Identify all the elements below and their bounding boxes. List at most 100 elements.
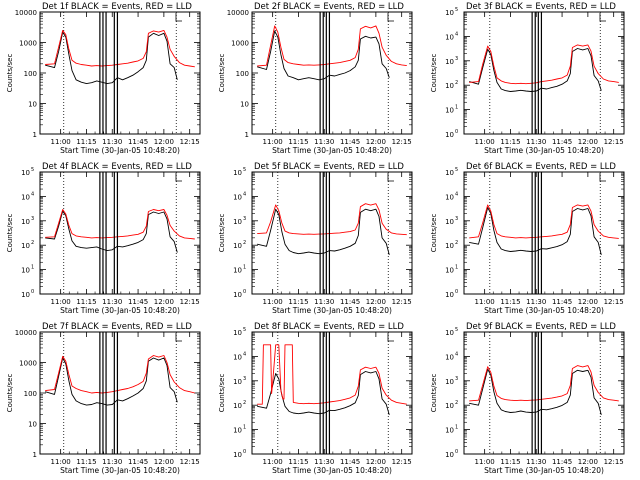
x-tick-label: 12:00 [578, 138, 598, 146]
panel-title: Det 1f BLACK = Events, RED = LLD [42, 2, 192, 12]
panel-title: Det 8f BLACK = Events, RED = LLD [254, 322, 404, 332]
y-tick-exponent: 5 [455, 167, 458, 173]
y-tick-exponent: 2 [455, 400, 458, 406]
y-tick-exponent: 5 [31, 167, 34, 173]
series-events [45, 357, 178, 406]
y-tick-exponent: 1 [455, 105, 458, 111]
y-tick-label: 10 [445, 451, 454, 459]
y-tick-label: 1 [245, 131, 249, 139]
y-tick-exponent: 2 [243, 240, 246, 246]
corner-bracket [387, 333, 394, 342]
x-axis-label: Start Time (30-Jan-05 10:48:20) [272, 466, 392, 475]
x-tick-label: 12:00 [154, 138, 174, 146]
y-axis-label: Counts/sec [430, 374, 438, 413]
x-tick-label: 12:15 [604, 298, 624, 306]
y-tick-label: 10 [445, 267, 454, 275]
panel-2: Det 2f BLACK = Events, RED = LLD 1 10 100 10… [218, 2, 413, 155]
x-tick-label: 11:00 [51, 458, 71, 466]
x-tick-label: 11:30 [314, 138, 334, 146]
x-tick-label: 11:00 [263, 298, 283, 306]
x-tick-label: 12:00 [154, 458, 174, 466]
y-tick-exponent: 2 [31, 240, 34, 246]
y-tick-label: 1 [33, 451, 37, 459]
y-tick-label: 10 [233, 402, 242, 410]
panel-1: Det 1f BLACK = Events, RED = LLD 1 10 100 10… [6, 2, 201, 155]
x-tick-label: 11:30 [314, 298, 334, 306]
series-lld [257, 344, 407, 405]
y-tick-label: 10 [233, 242, 242, 250]
plot-frame [251, 171, 413, 295]
y-tick-exponent: 5 [455, 327, 458, 333]
y-tick-label: 1 [33, 131, 37, 139]
panel-title: Det 6f BLACK = Events, RED = LLD [466, 162, 616, 172]
x-tick-label: 12:00 [366, 138, 386, 146]
corner-bracket [175, 173, 182, 182]
y-axis-label: Counts/sec [6, 54, 14, 93]
y-tick-exponent: 0 [243, 449, 246, 455]
y-tick-label: 100 [236, 70, 249, 78]
corner-bracket [599, 333, 606, 342]
corner-bracket [175, 333, 182, 342]
x-tick-label: 11:15 [76, 458, 96, 466]
x-tick-label: 12:15 [180, 298, 200, 306]
y-tick-label: 10 [445, 218, 454, 226]
y-tick-exponent: 2 [455, 80, 458, 86]
x-tick-label: 11:15 [500, 298, 520, 306]
series-lld [45, 209, 195, 240]
y-tick-label: 10 [233, 378, 242, 386]
x-axis-label: Start Time (30-Jan-05 10:48:20) [484, 466, 604, 475]
x-tick-label: 11:30 [314, 458, 334, 466]
y-tick-exponent: 2 [243, 400, 246, 406]
y-axis-label: Counts/sec [430, 54, 438, 93]
series-events [45, 31, 178, 85]
x-tick-label: 11:15 [76, 298, 96, 306]
series-lld [45, 355, 195, 394]
y-tick-exponent: 4 [455, 31, 458, 37]
x-tick-label: 12:15 [180, 458, 200, 466]
y-tick-exponent: 0 [31, 289, 34, 295]
x-tick-label: 11:00 [475, 138, 495, 146]
x-axis-label: Start Time (30-Jan-05 10:48:20) [484, 146, 604, 155]
plot-frame [39, 171, 201, 295]
y-tick-exponent: 1 [31, 265, 34, 271]
y-tick-label: 10 [445, 131, 454, 139]
y-tick-label: 10 [445, 107, 454, 115]
y-tick-exponent: 1 [243, 265, 246, 271]
y-tick-label: 10 [445, 193, 454, 201]
y-axis-label: Counts/sec [218, 54, 226, 93]
series-events [45, 210, 178, 253]
plot-frame [251, 11, 413, 135]
y-tick-label: 10 [21, 169, 30, 177]
x-tick-label: 12:15 [392, 458, 412, 466]
corner-bracket [175, 13, 182, 22]
y-tick-label: 100 [24, 390, 37, 398]
y-tick-exponent: 0 [455, 129, 458, 135]
y-tick-label: 10 [445, 402, 454, 410]
x-tick-label: 11:45 [340, 298, 360, 306]
x-tick-label: 11:45 [552, 298, 572, 306]
y-tick-label: 10 [445, 242, 454, 250]
x-tick-label: 11:30 [102, 458, 122, 466]
x-tick-label: 11:00 [263, 458, 283, 466]
y-tick-exponent: 0 [455, 289, 458, 295]
series-lld [469, 204, 619, 239]
panel-title: Det 9f BLACK = Events, RED = LLD [466, 322, 616, 332]
x-tick-label: 11:15 [500, 138, 520, 146]
panel-title: Det 7f BLACK = Events, RED = LLD [42, 322, 192, 332]
y-tick-label: 10 [445, 9, 454, 17]
y-tick-exponent: 4 [31, 191, 34, 197]
y-tick-label: 10 [233, 193, 242, 201]
y-axis-label: Counts/sec [6, 214, 14, 253]
x-tick-label: 11:15 [500, 458, 520, 466]
x-tick-label: 11:30 [526, 138, 546, 146]
y-tick-exponent: 4 [243, 191, 246, 197]
y-tick-label: 10 [21, 218, 30, 226]
y-tick-exponent: 5 [455, 7, 458, 13]
panel-title: Det 2f BLACK = Events, RED = LLD [254, 2, 404, 12]
y-tick-label: 10 [445, 427, 454, 435]
x-tick-label: 12:15 [604, 458, 624, 466]
y-tick-label: 10 [233, 291, 242, 299]
x-axis-label: Start Time (30-Jan-05 10:48:20) [272, 146, 392, 155]
y-tick-label: 10 [233, 451, 242, 459]
